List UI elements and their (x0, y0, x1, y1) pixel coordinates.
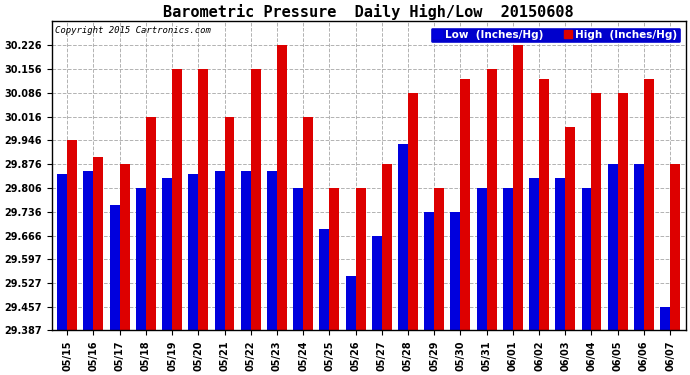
Bar (250, 69, 261, 330)
Bar (198, 69, 208, 330)
Bar (57, 174, 67, 330)
Bar (591, 93, 602, 330)
Bar (224, 117, 235, 330)
Bar (408, 93, 418, 330)
Bar (355, 188, 366, 330)
Bar (319, 229, 329, 330)
Bar (608, 164, 618, 330)
Bar (618, 93, 628, 330)
Bar (293, 188, 303, 330)
Bar (513, 45, 523, 330)
Bar (539, 79, 549, 330)
Bar (303, 117, 313, 330)
Bar (644, 79, 654, 330)
Bar (503, 188, 513, 330)
Bar (582, 188, 591, 330)
Bar (146, 117, 156, 330)
Bar (486, 69, 497, 330)
Bar (215, 171, 224, 330)
Bar (372, 236, 382, 330)
Bar (660, 307, 670, 330)
Bar (241, 171, 250, 330)
Bar (172, 69, 182, 330)
Bar (565, 127, 575, 330)
Bar (346, 276, 355, 330)
Bar (67, 140, 77, 330)
Bar (529, 178, 539, 330)
Bar (93, 158, 104, 330)
Text: Copyright 2015 Cartronics.com: Copyright 2015 Cartronics.com (55, 26, 210, 35)
Legend: Low  (Inches/Hg), High  (Inches/Hg): Low (Inches/Hg), High (Inches/Hg) (430, 27, 680, 43)
Bar (555, 178, 565, 330)
Bar (460, 79, 471, 330)
Bar (267, 171, 277, 330)
Bar (382, 164, 392, 330)
Bar (634, 164, 644, 330)
Bar (136, 188, 146, 330)
Bar (398, 144, 408, 330)
Title: Barometric Pressure  Daily High/Low  20150608: Barometric Pressure Daily High/Low 20150… (164, 4, 574, 20)
Bar (277, 45, 287, 330)
Bar (670, 164, 680, 330)
Bar (83, 171, 93, 330)
Bar (119, 164, 130, 330)
Bar (110, 205, 119, 330)
Bar (424, 212, 434, 330)
Bar (434, 188, 444, 330)
Bar (329, 188, 339, 330)
Bar (451, 212, 460, 330)
Bar (162, 178, 172, 330)
Bar (188, 174, 198, 330)
Bar (477, 188, 486, 330)
